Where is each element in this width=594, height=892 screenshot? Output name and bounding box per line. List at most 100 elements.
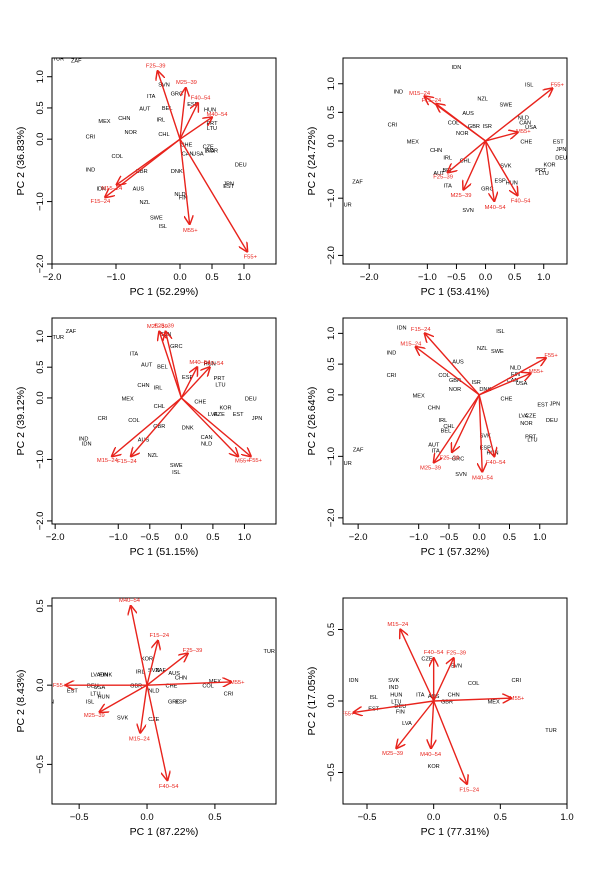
country-point-label: CZE <box>421 657 432 663</box>
y-tick-label: 1.0 <box>35 330 46 343</box>
country-point-label: CRI <box>387 373 397 379</box>
country-point-label: ITA <box>431 449 440 455</box>
biplot-panel-4: −2.0 −1.0 −0.5 0.0 0.5 1.0 −2.0 −1.0 0.0 0.5 1.0 PC… <box>306 317 568 558</box>
loading-arrow-label: F40–54 <box>159 784 179 790</box>
x-tick-label: −1.0 <box>107 272 126 283</box>
y-tick-label: 1.0 <box>326 327 337 340</box>
country-point-label: EST <box>67 688 78 694</box>
x-tick-label: 0.5 <box>206 532 219 543</box>
country-point-label: NOR <box>456 131 468 137</box>
country-point-label: KOR <box>428 764 440 770</box>
country-point-label: KOR <box>219 406 231 412</box>
x-tick-label: −0.5 <box>358 812 377 823</box>
x-tick-label: −1.0 <box>409 532 428 543</box>
country-point-label: SVN <box>455 472 467 478</box>
y-tick-label: −2.0 <box>35 255 46 274</box>
biplot-panel-5: −0.5 0.0 0.5 −0.5 0.0 0.5 PC 1 (87.22%) PC 2 (8… <box>15 597 277 838</box>
loading-arrow-label: M25–39 <box>450 193 471 199</box>
country-point-label: COL <box>448 121 460 127</box>
country-point-label: ISL <box>496 329 504 335</box>
country-point-label: CHN <box>137 383 149 389</box>
country-point-label: IND <box>86 168 96 174</box>
loading-arrow <box>396 700 435 748</box>
y-tick-label: 0.5 <box>35 361 46 374</box>
loading-arrow-label: F55+ <box>249 458 263 464</box>
loading-arrow <box>478 358 546 396</box>
loading-arrow-label: F55+ <box>544 353 558 359</box>
loading-arrow-label: M15–24 <box>400 341 422 347</box>
x-tick-label: 0.0 <box>175 532 188 543</box>
country-point-label: CHN <box>175 676 187 682</box>
country-point-label: AUS <box>452 360 464 366</box>
country-point-label: CHE <box>180 143 192 149</box>
country-point-label: GRC <box>171 91 183 97</box>
country-point-label: IRL <box>156 118 165 124</box>
country-point-label: CHL <box>460 158 471 164</box>
country-point-label: LVA <box>208 412 218 418</box>
country-point-label: CRI <box>98 416 108 422</box>
country-point-label: CRI <box>388 122 398 128</box>
loading-arrow-label: M40–54 <box>485 205 507 211</box>
country-point-label: HUN <box>506 181 518 187</box>
country-point-label: BEL <box>157 364 168 370</box>
x-tick-label: 0.5 <box>208 812 221 823</box>
country-point-label: ESP <box>182 375 193 381</box>
country-point-label: ITA <box>130 352 139 358</box>
y-tick-label: 0.0 <box>326 388 337 401</box>
country-point-label: SWE <box>500 102 513 108</box>
loading-arrow-label: M55+ <box>529 369 544 375</box>
y-tick-label: −1.0 <box>35 192 46 211</box>
country-point-label: COL <box>468 681 480 687</box>
loading-arrow-label: M15–24 <box>129 737 151 743</box>
loading-arrow-label: M25–39 <box>147 324 168 330</box>
country-point-label: DNK <box>171 169 183 175</box>
country-point-label: IDN <box>82 441 92 447</box>
country-point-label: EST <box>233 412 244 418</box>
country-point-label: LTU <box>207 126 217 132</box>
loading-arrow-label: F40–54 <box>486 460 506 466</box>
loading-arrow <box>400 629 435 702</box>
country-point-label: DEU <box>87 684 99 690</box>
loading-arrow-label: F15–24 <box>411 327 431 333</box>
country-point-label: DEU <box>394 704 406 710</box>
loading-arrow <box>117 138 181 185</box>
country-point-label: IRL <box>154 385 163 391</box>
country-point-label: ZAF <box>155 668 166 674</box>
loading-arrow-label: F25–39 <box>433 174 453 180</box>
y-tick-label: −0.5 <box>326 763 337 782</box>
country-point-label: MEX <box>488 700 500 706</box>
country-point-label: CAN <box>201 435 213 441</box>
country-point-label: IRL <box>439 418 448 424</box>
y-tick-label: 1.0 <box>35 70 46 83</box>
country-point-label: HUN <box>204 361 216 367</box>
loading-arrow <box>485 132 518 142</box>
country-point-label: CHL <box>154 404 165 410</box>
country-point-label: NLD <box>174 192 185 198</box>
loading-arrow <box>131 397 182 456</box>
country-point-label: ZAF <box>353 447 364 453</box>
country-point-label: IND <box>393 90 403 96</box>
country-point-label: COL <box>128 418 140 424</box>
country-point-label: GRC <box>170 344 182 350</box>
country-point-label: CHN <box>428 406 440 412</box>
x-tick-label: 1.0 <box>537 272 550 283</box>
loading-arrow-label: M55+ <box>235 459 250 465</box>
x-tick-label: 0.5 <box>494 812 507 823</box>
loading-arrow <box>158 71 181 140</box>
loading-arrow-label: F25–39 <box>446 651 466 657</box>
country-point-label: AUT <box>139 106 151 112</box>
country-point-label: IND <box>389 685 399 691</box>
loading-arrow <box>485 88 553 142</box>
country-point-label: NLD <box>518 115 529 121</box>
country-point-label: DNK <box>479 387 491 393</box>
loading-arrow <box>179 88 186 140</box>
country-point-label: ISL <box>159 224 167 230</box>
country-point-label: PRT <box>525 435 537 441</box>
country-point-label: DEU <box>235 163 247 169</box>
country-point-label: NLD <box>510 366 521 372</box>
loading-arrow-label: M25–39 <box>382 751 403 757</box>
x-tick-label: −0.5 <box>140 532 159 543</box>
